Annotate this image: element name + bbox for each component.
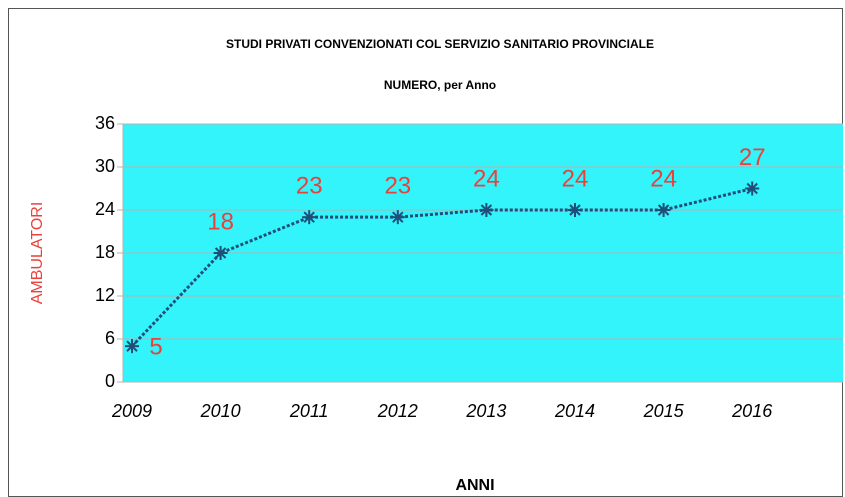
x-tick-label: 2011	[289, 401, 329, 421]
data-label: 18	[207, 208, 234, 235]
marker	[568, 203, 582, 217]
marker	[745, 181, 760, 196]
chart-subtitle: NUMERO, per Anno	[384, 78, 496, 92]
marker-stroke	[126, 340, 138, 352]
y-tick-label: 12	[95, 285, 115, 305]
series-line	[130, 187, 753, 348]
x-tick-label: 2014	[554, 401, 595, 421]
y-tick-label: 6	[105, 328, 115, 348]
x-tick-label: 2013	[465, 401, 506, 421]
chart-title: STUDI PRIVATI CONVENZIONATI COL SERVIZIO…	[226, 37, 654, 51]
y-tick-label: 30	[95, 156, 115, 176]
marker-stroke	[392, 211, 404, 223]
marker	[656, 203, 671, 217]
marker-stroke	[657, 204, 670, 216]
data-label: 24	[562, 165, 589, 192]
marker	[302, 210, 317, 225]
marker	[125, 339, 139, 354]
x-tick-label: 2015	[643, 401, 685, 421]
marker-stroke	[303, 211, 315, 223]
x-tick-label: 2009	[111, 401, 152, 421]
data-label: 5	[149, 334, 162, 361]
y-axis-label: AMBULATORI	[29, 202, 46, 305]
data-label: 27	[739, 144, 766, 171]
y-tick-label: 0	[105, 371, 115, 391]
x-axis-label: ANNI	[455, 477, 494, 494]
marker	[213, 246, 228, 260]
x-tick-label: 2016	[731, 401, 773, 421]
y-tick-label: 18	[95, 242, 115, 262]
y-tick-label: 36	[95, 113, 115, 133]
data-label: 24	[473, 165, 500, 192]
y-tick-label: 24	[95, 199, 115, 219]
data-label: 23	[384, 173, 411, 200]
data-label: 23	[296, 173, 323, 200]
marker	[390, 210, 405, 225]
data-label: 24	[650, 165, 677, 192]
x-tick-label: 2010	[200, 401, 241, 421]
marker	[479, 203, 494, 217]
marker-stroke	[214, 247, 227, 259]
marker-stroke	[569, 204, 581, 216]
x-tick-label: 2012	[377, 401, 418, 421]
marker-stroke	[480, 204, 493, 216]
marker-stroke	[746, 182, 758, 195]
